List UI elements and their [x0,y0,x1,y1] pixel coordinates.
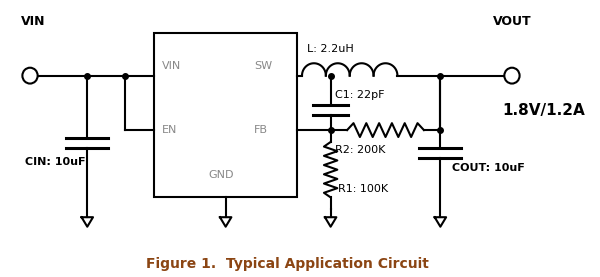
Text: L: 2.2uH: L: 2.2uH [307,44,353,54]
Text: FB: FB [254,125,268,135]
Circle shape [22,68,38,84]
Text: SW: SW [254,61,272,71]
Text: EN: EN [162,125,177,135]
Text: 1.8V/1.2A: 1.8V/1.2A [502,103,585,118]
Text: GND: GND [208,170,234,179]
Text: VIN: VIN [20,15,45,28]
Circle shape [505,68,520,84]
Text: Figure 1.  Typical Application Circuit: Figure 1. Typical Application Circuit [146,257,429,271]
Bar [154,33,297,198]
Text: C1: 22pF: C1: 22pF [335,90,385,101]
Text: VIN: VIN [162,61,181,71]
Text: VOUT: VOUT [493,15,532,28]
Text: COUT: 10uF: COUT: 10uF [452,163,524,173]
Text: R1: 100K: R1: 100K [338,184,388,194]
Text: R2: 200K: R2: 200K [335,145,386,155]
Text: CIN: 10uF: CIN: 10uF [25,157,86,167]
